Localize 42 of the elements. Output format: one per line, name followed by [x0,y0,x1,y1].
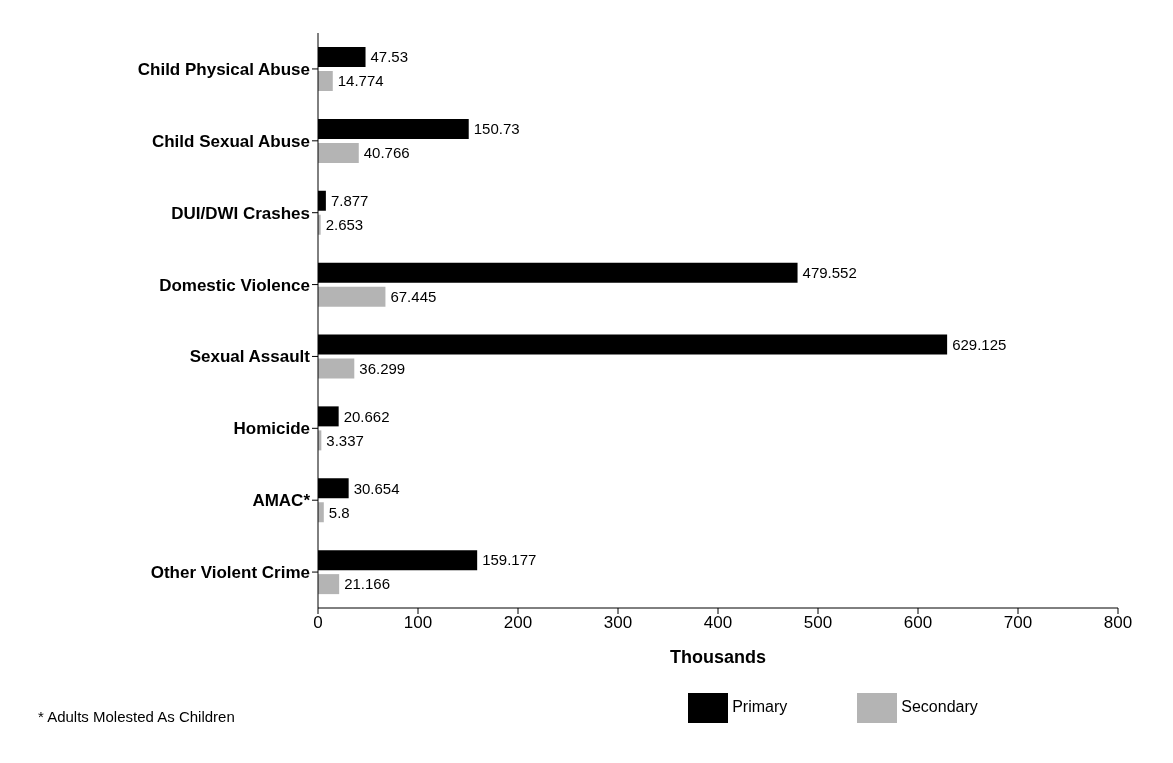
y-tick-label: Child Physical Abuse [137,59,310,79]
x-tick-label: 800 [1103,613,1133,633]
bar [318,358,355,379]
y-tick-label: Homicide [233,419,310,439]
data-label: 36.299 [359,359,406,377]
bar [318,286,386,307]
x-tick-label: 700 [1003,613,1033,633]
data-label: 7.877 [330,192,369,210]
x-tick-label: 200 [503,613,533,633]
y-tick-label: Domestic Violence [159,275,310,295]
data-label: 47.53 [370,48,409,66]
data-label: 479.552 [802,263,857,281]
text: * Adults Molested As Children [38,708,235,725]
data-label: 14.774 [337,72,384,90]
x-axis-title: Thousands [669,647,767,667]
bar [318,71,333,91]
data-label: 67.445 [390,287,437,305]
y-tick-label: Other Violent Crime [150,563,310,583]
bar [318,574,340,595]
data-label: 629.125 [952,335,1007,353]
x-tick-label: 400 [703,613,733,633]
y-tick-label: AMAC* [252,491,311,511]
data-label: 20.662 [343,407,390,425]
data-label: 159.177 [482,551,537,569]
y-tick-label: Child Sexual Abuse [151,131,310,151]
data-label: 21.166 [344,575,391,593]
y-tick-label: DUI/DWI Crashes [171,203,310,223]
data-label: 150.73 [473,120,520,138]
x-tick-label: 100 [403,613,433,633]
data-label: 2.653 [325,216,364,234]
data-label: 30.654 [353,479,400,497]
data-label: 40.766 [363,144,410,162]
data-label: 5.8 [328,503,350,521]
data-label: 3.337 [326,431,364,449]
x-tick-label: 0 [313,613,323,633]
y-tick-label: Sexual Assault [189,347,311,367]
legend-label: Secondary [901,698,978,716]
legend-label: Primary [732,698,788,716]
x-tick-label: 300 [603,613,633,633]
x-tick-label: 600 [903,613,933,633]
x-tick-label: 500 [803,613,833,633]
bar [318,142,359,163]
